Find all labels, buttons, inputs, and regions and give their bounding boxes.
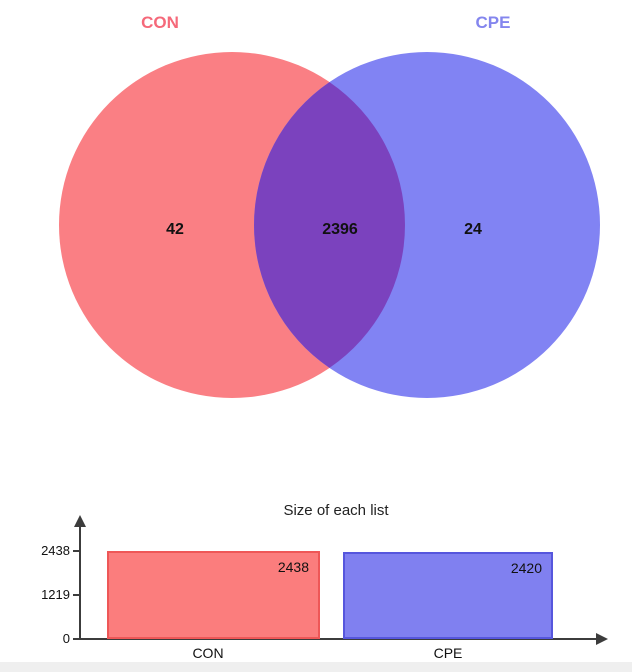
x-axis-arrow-icon bbox=[596, 633, 608, 645]
bar-cpe: 2420 bbox=[343, 552, 553, 639]
bottom-edge-strip bbox=[0, 662, 632, 672]
bar-con: 2438 bbox=[107, 551, 320, 639]
x-category-label-con: CON bbox=[192, 645, 224, 661]
venn-count-con-only: 42 bbox=[166, 221, 184, 238]
x-axis bbox=[79, 638, 598, 640]
y-axis-arrow-icon bbox=[74, 515, 86, 527]
venn-set-title-con: CON bbox=[141, 13, 179, 32]
x-category-label-cpe: CPE bbox=[433, 645, 463, 661]
bar-value-con: 2438 bbox=[277, 559, 309, 575]
y-axis bbox=[79, 526, 81, 640]
y-tick-label-1219: 1219 bbox=[41, 587, 70, 602]
venn-count-intersection: 2396 bbox=[322, 221, 358, 238]
bar-chart-title: Size of each list bbox=[283, 502, 389, 519]
y-tick-0 bbox=[73, 638, 80, 640]
y-tick-label-2438: 2438 bbox=[41, 543, 70, 558]
y-tick-2438 bbox=[73, 550, 80, 552]
bar-value-cpe: 2420 bbox=[510, 560, 542, 576]
venn-diagram: CON CPE 42 2396 24 bbox=[59, 13, 600, 398]
y-tick-1219 bbox=[73, 594, 80, 596]
venn-intersection-lens bbox=[254, 82, 405, 368]
venn-count-cpe-only: 24 bbox=[464, 221, 482, 238]
venn-set-title-cpe: CPE bbox=[476, 13, 511, 32]
y-tick-label-0: 0 bbox=[62, 631, 70, 646]
